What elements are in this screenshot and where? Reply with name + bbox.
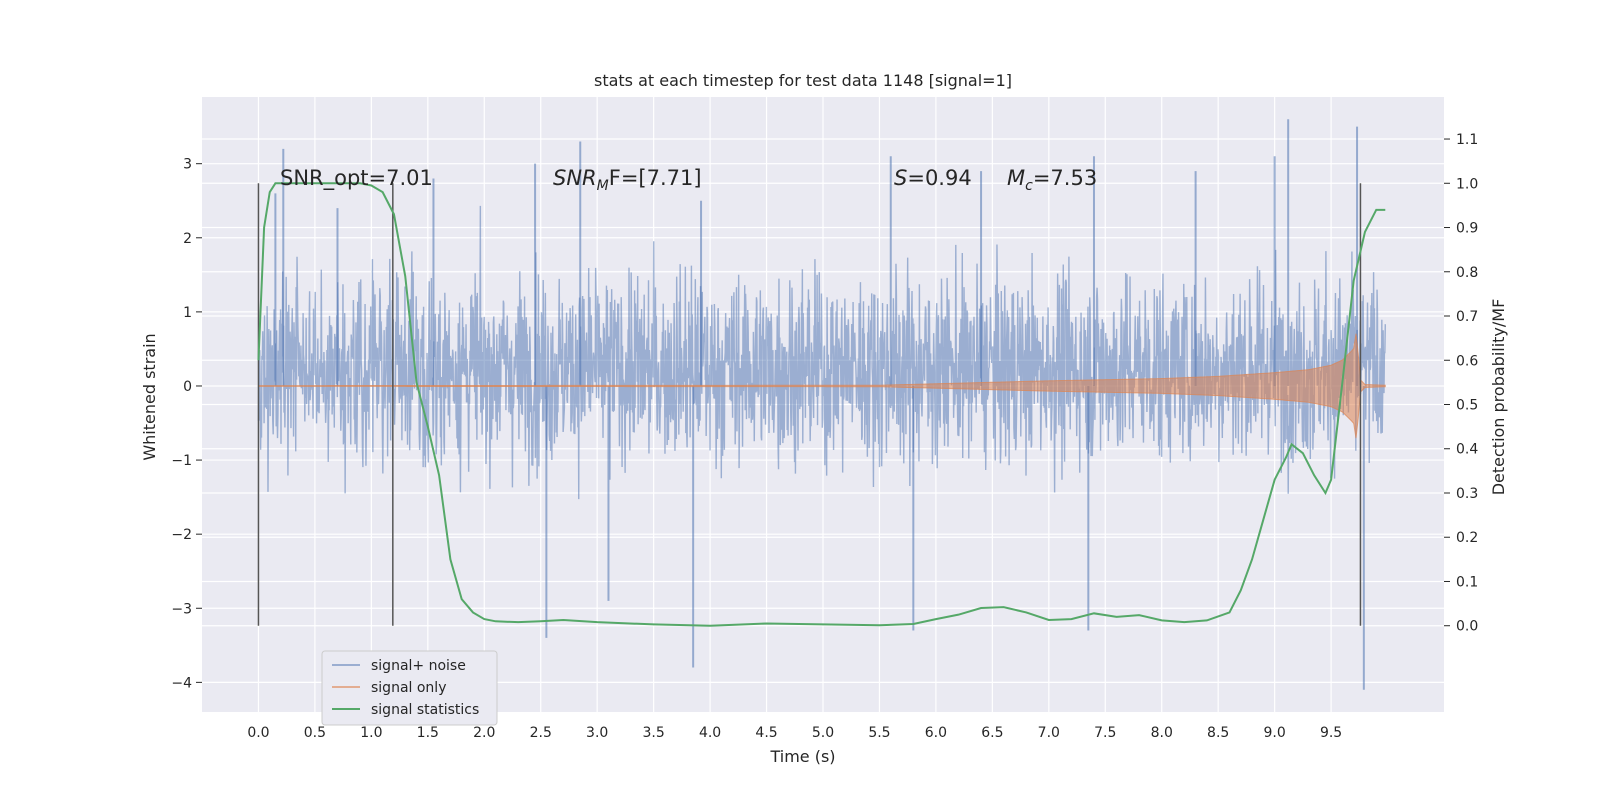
annotation-s: S=0.94 xyxy=(894,166,972,190)
y2-tick-label: 0.1 xyxy=(1456,574,1478,590)
x-tick-label: 1.0 xyxy=(360,725,382,741)
grid-lines xyxy=(202,97,1444,712)
annotation-mc: Mc=7.53 xyxy=(1007,166,1097,194)
statistics-line xyxy=(257,182,1386,627)
legend-box xyxy=(321,650,498,726)
x-axis-label: Time (s) xyxy=(769,747,835,766)
y2-tick-label: 0.2 xyxy=(1456,530,1478,546)
x-tick-label: 6.5 xyxy=(981,725,1003,741)
y-tick-label: −3 xyxy=(171,601,192,617)
y-tick-label: −4 xyxy=(171,675,192,691)
x-axis-ticks: 0.0 0.5 1.0 1.5 2.0 2.5 3.0 3.5 4.0 4.5 5.0 5.5 6.0 6… xyxy=(247,725,1342,741)
y-axis-ticks: 3 2 1 0 −1 −2 −3 −4 xyxy=(171,157,202,691)
annotation-snr-mf: SNRMF=[7.71] xyxy=(553,166,702,194)
x-tick-label: 4.0 xyxy=(699,725,721,741)
x-tick-label: 6.0 xyxy=(925,725,947,741)
series-signal-noise xyxy=(257,119,1386,690)
y-tick-label: 1 xyxy=(183,305,192,321)
x-tick-label: 5.5 xyxy=(868,725,890,741)
y-axis-label: Whitened strain xyxy=(140,333,159,460)
y2-tick-label: 0.9 xyxy=(1456,221,1478,237)
chart-title: stats at each timestep for test data 114… xyxy=(594,71,1012,90)
x-tick-label: 9.0 xyxy=(1264,725,1286,741)
y2-tick-label: 0.8 xyxy=(1456,265,1478,281)
y2-tick-label: 0.7 xyxy=(1456,309,1478,325)
y2-tick-label: 1.1 xyxy=(1456,132,1478,148)
y2-tick-label: 0.3 xyxy=(1456,486,1478,502)
x-tick-label: 3.5 xyxy=(643,725,665,741)
y-tick-label: 2 xyxy=(183,231,192,247)
y-tick-label: 3 xyxy=(183,157,192,173)
x-tick-label: 5.0 xyxy=(812,725,834,741)
y2-tick-label: 0.4 xyxy=(1456,442,1478,458)
signal-only-trace xyxy=(257,333,1386,439)
x-tick-label: 7.0 xyxy=(1038,725,1060,741)
y2-axis-label: Detection probability/MF xyxy=(1489,299,1508,496)
x-tick-label: 8.0 xyxy=(1151,725,1173,741)
legend-label-signal-only: signal only xyxy=(371,680,446,696)
x-tick-label: 4.5 xyxy=(755,725,777,741)
y2-tick-label: 1.0 xyxy=(1456,176,1478,192)
x-tick-label: 0.5 xyxy=(304,725,326,741)
x-tick-label: 0.0 xyxy=(247,725,269,741)
y-tick-label: −2 xyxy=(171,527,192,543)
x-tick-label: 1.5 xyxy=(417,725,439,741)
y2-axis-ticks: 1.1 1.0 0.9 0.8 0.7 0.6 0.5 0.4 0.3 0.2 0.1 0.0 xyxy=(1444,132,1478,635)
y-tick-label: −1 xyxy=(171,453,192,469)
x-tick-label: 9.5 xyxy=(1320,725,1342,741)
x-tick-label: 7.5 xyxy=(1094,725,1116,741)
vertical-markers xyxy=(257,183,1362,626)
series-signal-statistics xyxy=(257,182,1386,627)
legend: signal+ noise signal only signal statist… xyxy=(321,650,498,726)
y2-tick-label: 0.5 xyxy=(1456,398,1478,414)
y2-tick-label: 0.6 xyxy=(1456,353,1478,369)
x-tick-label: 3.0 xyxy=(586,725,608,741)
legend-label-signal-noise: signal+ noise xyxy=(371,658,466,674)
annotation-snr-opt: SNR_opt=7.01 xyxy=(280,166,433,191)
x-tick-label: 2.0 xyxy=(473,725,495,741)
x-tick-label: 2.5 xyxy=(530,725,552,741)
legend-label-signal-statistics: signal statistics xyxy=(371,702,479,718)
y-tick-label: 0 xyxy=(183,379,192,395)
x-tick-label: 8.5 xyxy=(1207,725,1229,741)
series-signal-only xyxy=(257,333,1386,439)
y2-tick-label: 0.0 xyxy=(1456,619,1478,635)
